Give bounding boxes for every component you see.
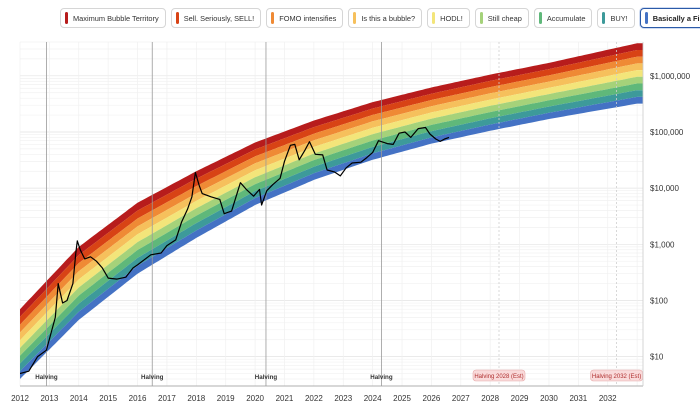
legend-item[interactable]: Sell. Seriously, SELL! [170,8,262,28]
x-tick-label: 2030 [540,394,558,403]
legend-label: BUY! [610,13,628,23]
legend-swatch [432,12,436,24]
x-tick-label: 2020 [246,394,264,403]
y-tick-label: $100,000 [650,128,684,137]
x-tick-label: 2029 [511,394,529,403]
x-tick-label: 2023 [334,394,352,403]
x-tick-label: 2021 [276,394,294,403]
halving-label: Halving [370,374,393,381]
legend-label: HODL! [440,13,463,23]
legend-label: Basically a Fire Sale [652,13,700,23]
legend-item[interactable]: BUY! [597,8,635,28]
chart-legend: Maximum Bubble Territory Sell. Seriously,… [60,6,700,30]
x-tick-label: 2028 [481,394,499,403]
y-tick-label: $100 [650,296,668,305]
legend-item[interactable]: Maximum Bubble Territory [60,8,166,28]
x-tick-label: 2024 [364,394,382,403]
y-tick-label: $10,000 [650,184,679,193]
legend-item[interactable]: Still cheap [474,8,529,28]
x-tick-label: 2016 [129,394,147,403]
legend-swatch [644,12,648,24]
x-tick-label: 2026 [423,394,441,403]
price-line [20,126,450,375]
x-tick-label: 2014 [70,394,88,403]
x-tick-label: 2018 [187,394,205,403]
halving-label: Halving [255,374,278,381]
legend-label: Sell. Seriously, SELL! [183,13,255,23]
legend-label: Maximum Bubble Territory [73,13,159,23]
x-tick-label: 2032 [599,394,617,403]
legend-swatch [602,12,606,24]
x-tick-label: 2017 [158,394,176,403]
x-tick-label: 2012 [11,394,29,403]
x-tick-label: 2025 [393,394,411,403]
halving-label: Halving [141,374,164,381]
legend-item[interactable]: Accumulate [533,8,593,28]
legend-swatch [479,12,483,24]
halving-label: Halving 2032 (Est) [592,374,641,380]
legend-swatch [271,12,275,24]
legend-item[interactable]: Basically a Fire Sale [639,8,700,28]
x-tick-label: 2031 [569,394,587,403]
halving-est-badge [472,369,526,382]
legend-item[interactable]: HODL! [427,8,470,28]
x-tick-label: 2019 [217,394,235,403]
x-tick-label: 2013 [40,394,58,403]
y-tick-label: $1,000 [650,240,675,249]
x-tick-label: 2015 [99,394,117,403]
x-tick-label: 2022 [305,394,323,403]
legend-label: FOMO intensifies [279,13,337,23]
legend-swatch [65,12,68,24]
legend-item[interactable]: FOMO intensifies [266,8,344,28]
legend-label: Still cheap [487,13,522,23]
legend-swatch [175,12,179,24]
halving-est-badge [590,369,643,382]
x-tick-label: 2027 [452,394,470,403]
y-tick-label: $1,000,000 [650,72,691,81]
y-tick-label: $10 [650,353,664,362]
legend-swatch [353,12,357,24]
halving-label: Halving [35,374,58,381]
legend-label: Accumulate [546,13,586,23]
legend-swatch [538,12,542,24]
legend-label: Is this a bubble? [361,13,416,23]
legend-item[interactable]: Is this a bubble? [348,8,423,28]
halving-label: Halving 2028 (Est) [474,374,523,380]
